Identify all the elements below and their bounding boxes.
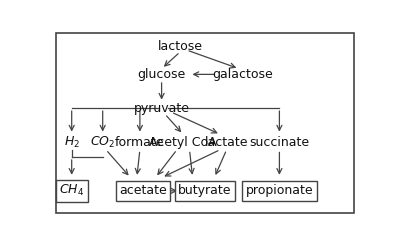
Text: glucose: glucose (138, 68, 186, 81)
Text: formate: formate (115, 135, 165, 149)
Text: galactose: galactose (212, 68, 272, 81)
Text: Acetyl CoA: Acetyl CoA (150, 135, 217, 149)
Text: pyruvate: pyruvate (134, 102, 190, 115)
Text: butyrate: butyrate (178, 184, 232, 197)
Text: succinate: succinate (249, 135, 310, 149)
Text: acetate: acetate (119, 184, 167, 197)
Text: lactate: lactate (205, 135, 248, 149)
Text: lactose: lactose (158, 40, 203, 53)
Text: $H_2$: $H_2$ (64, 134, 80, 150)
Text: $CO_2$: $CO_2$ (90, 134, 115, 150)
Text: $CH_4$: $CH_4$ (59, 183, 84, 198)
Text: propionate: propionate (246, 184, 313, 197)
